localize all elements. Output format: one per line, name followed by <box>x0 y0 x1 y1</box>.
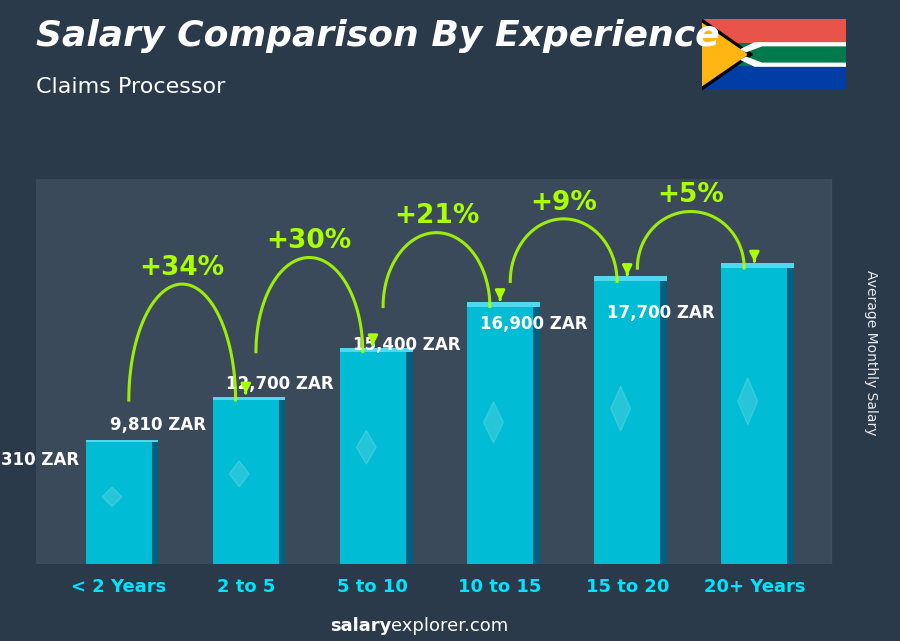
Bar <box>533 306 540 564</box>
Text: 9,810 ZAR: 9,810 ZAR <box>111 415 206 434</box>
Bar <box>467 306 533 564</box>
Text: +34%: +34% <box>140 254 225 281</box>
Bar <box>152 442 158 564</box>
Text: 7,310 ZAR: 7,310 ZAR <box>0 451 79 469</box>
Bar <box>340 352 406 564</box>
Polygon shape <box>742 57 846 66</box>
Polygon shape <box>102 487 122 506</box>
Bar <box>594 281 661 564</box>
Bar <box>788 268 794 564</box>
Bar <box>279 400 285 564</box>
Polygon shape <box>702 24 746 85</box>
Bar <box>721 263 794 268</box>
Bar <box>702 19 846 43</box>
Polygon shape <box>742 43 846 52</box>
Text: Claims Processor: Claims Processor <box>36 77 225 97</box>
Bar <box>594 276 667 281</box>
Text: explorer.com: explorer.com <box>392 617 508 635</box>
Text: +30%: +30% <box>266 228 352 254</box>
Bar <box>467 302 540 306</box>
Text: Average Monthly Salary: Average Monthly Salary <box>863 270 878 435</box>
Text: salary: salary <box>330 617 392 635</box>
Text: 16,900 ZAR: 16,900 ZAR <box>481 315 588 333</box>
Polygon shape <box>356 430 376 464</box>
Text: +21%: +21% <box>394 203 479 229</box>
Polygon shape <box>702 19 752 90</box>
Bar <box>340 348 412 352</box>
Bar <box>721 268 788 564</box>
Text: +9%: +9% <box>530 190 597 215</box>
Text: 12,700 ZAR: 12,700 ZAR <box>226 374 334 392</box>
Bar <box>212 400 279 564</box>
Polygon shape <box>611 386 631 431</box>
Polygon shape <box>483 402 503 443</box>
Bar <box>702 43 846 66</box>
Text: 15,400 ZAR: 15,400 ZAR <box>353 336 461 354</box>
Bar <box>661 281 667 564</box>
Polygon shape <box>230 461 249 487</box>
Bar <box>86 442 152 564</box>
Text: 17,700 ZAR: 17,700 ZAR <box>608 303 715 322</box>
Polygon shape <box>738 378 758 425</box>
Bar <box>212 397 285 400</box>
Text: Salary Comparison By Experience: Salary Comparison By Experience <box>36 19 720 53</box>
Text: +5%: +5% <box>657 182 724 208</box>
Bar <box>406 352 412 564</box>
Bar <box>86 440 158 442</box>
Bar <box>702 66 846 90</box>
